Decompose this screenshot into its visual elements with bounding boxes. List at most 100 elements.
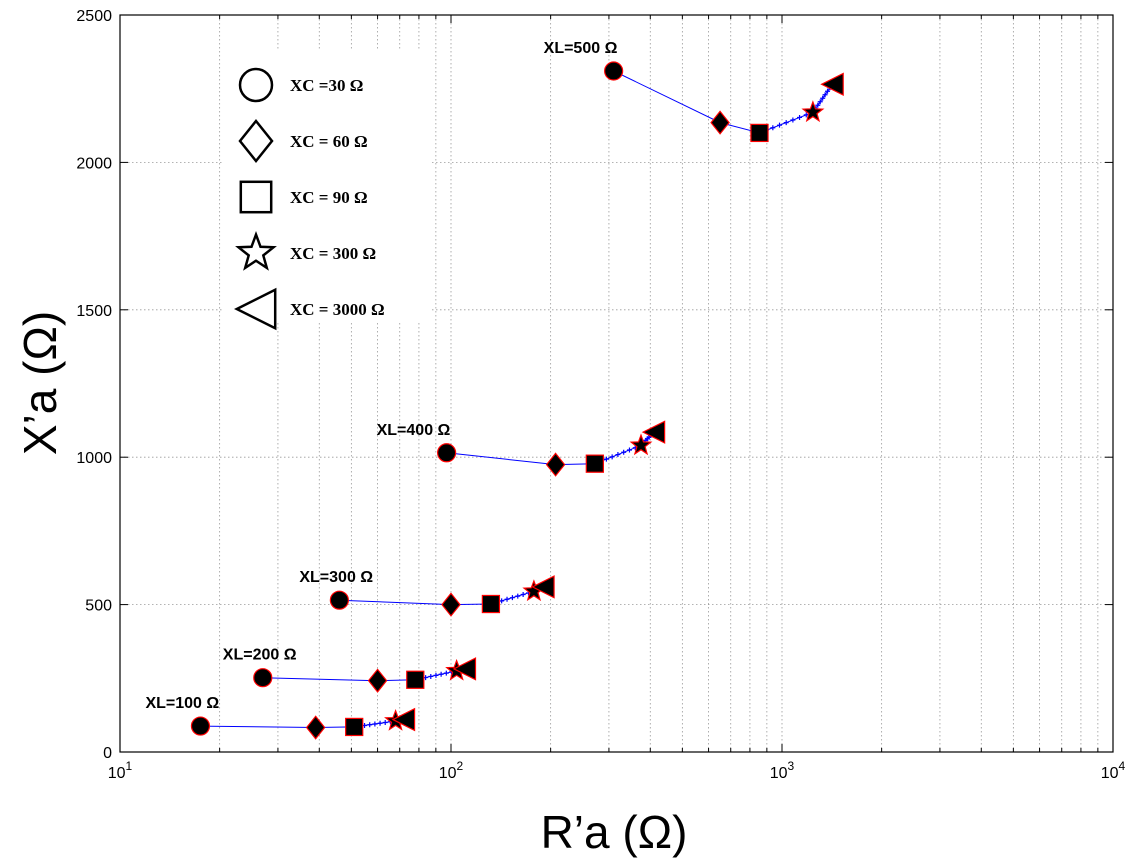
series-label: XL=100 Ω [145,695,219,712]
marker-triangle-left [234,287,277,331]
sample-marker [615,452,621,458]
marker-circle [604,61,624,81]
marker-triangle-left [452,657,477,681]
series-4 [437,420,666,477]
legend-label: XC = 90 Ω [290,188,368,207]
series-5 [604,61,844,143]
series-label: XL=500 Ω [544,40,618,57]
sample-marker [797,114,803,120]
marker-circle [190,716,211,736]
marker-circle [238,67,274,103]
data-series [190,61,844,740]
sample-marker [621,449,627,455]
sample-marker [438,671,444,677]
sample-marker [825,88,831,94]
marker-circle [253,668,273,688]
marker-triangle-left [391,707,416,732]
sample-marker [504,596,510,602]
series-label: XL=300 Ω [299,569,373,586]
y-tick-label: 500 [85,598,112,615]
x-axis-title: R’a (Ω) [541,806,688,858]
sample-marker [509,595,515,601]
marker-circle [437,443,457,463]
sample-marker [790,117,796,123]
sample-marker [377,720,383,726]
y-tick-label: 2500 [76,8,112,25]
marker-diamond [545,452,566,477]
legend-label: XC = 3000 Ω [290,300,385,319]
x-tick-label: 102 [439,759,464,782]
y-tick-label: 2000 [76,155,112,172]
sample-marker [520,592,526,598]
sample-marker [515,593,521,599]
sample-marker [372,721,378,727]
x-tick-exponent: 1 [126,759,133,773]
y-tick-label: 1000 [76,450,112,467]
legend: XC =30 Ω XC = 60 Ω XC = 90 Ω XC = 300 Ω XC =… [224,50,432,331]
sample-marker [443,670,449,676]
marker-square [239,180,273,214]
marker-square [406,670,425,689]
marker-triangle-left [820,72,844,97]
legend-entry: XC = 90 Ω [239,180,368,214]
x-tick-base: 10 [108,765,126,782]
y-axis-title: X’a (Ω) [14,311,66,455]
marker-star [801,100,825,123]
marker-diamond [305,715,326,740]
x-tick-base: 10 [439,765,457,782]
sample-marker [770,125,776,131]
marker-triangle-left [641,420,666,444]
sample-marker [817,99,823,105]
series-1 [190,707,416,740]
x-tick-base: 10 [1101,765,1119,782]
sample-marker [626,447,632,453]
marker-diamond [710,110,730,135]
x-tick-label: 104 [1101,759,1126,782]
marker-square [481,594,501,614]
x-tick-exponent: 3 [788,759,795,773]
x-tick-exponent: 2 [457,759,464,773]
sample-marker [382,720,388,726]
series-label: XL=200 Ω [223,647,297,664]
legend-label: XC = 60 Ω [290,132,368,151]
y-tick-label: 1500 [76,303,112,320]
x-tick-exponent: 4 [1119,759,1126,773]
legend-label: XC = 300 Ω [290,244,376,263]
marker-square [345,717,364,737]
sample-marker [433,672,439,678]
sample-marker [815,102,821,108]
series-labels: XL=100 Ω XL=200 Ω XL=300 Ω XL=400 Ω XL=500 Ω [145,40,617,712]
legend-label: XC =30 Ω [290,76,363,95]
sample-marker [777,122,783,128]
x-tick-label: 103 [770,759,795,782]
sample-marker [428,673,434,679]
series-3 [329,575,555,617]
marker-triangle-left [531,575,555,599]
sample-marker [367,722,373,728]
sample-marker [609,454,615,460]
sample-marker [603,456,609,462]
sample-marker [783,120,789,126]
series-label: XL=400 Ω [377,422,451,439]
marker-diamond [238,118,274,164]
y-tick-label: 0 [103,745,112,762]
marker-diamond [441,592,461,617]
legend-entry: XC =30 Ω [238,67,363,103]
marker-square [750,123,769,143]
plot-frame [119,14,1114,753]
marker-star [629,433,653,456]
legend-entry: XC = 60 Ω [238,118,368,164]
legend-entry: XC = 300 Ω [235,230,376,271]
marker-circle [329,590,349,610]
sample-marker [820,95,826,101]
marker-star [235,230,277,271]
x-tick-label: 101 [108,759,133,782]
sample-marker [822,92,828,98]
x-tick-base: 10 [770,765,788,782]
marker-diamond [367,668,388,693]
legend-entry: XC = 3000 Ω [234,287,385,331]
marker-square [585,454,604,473]
